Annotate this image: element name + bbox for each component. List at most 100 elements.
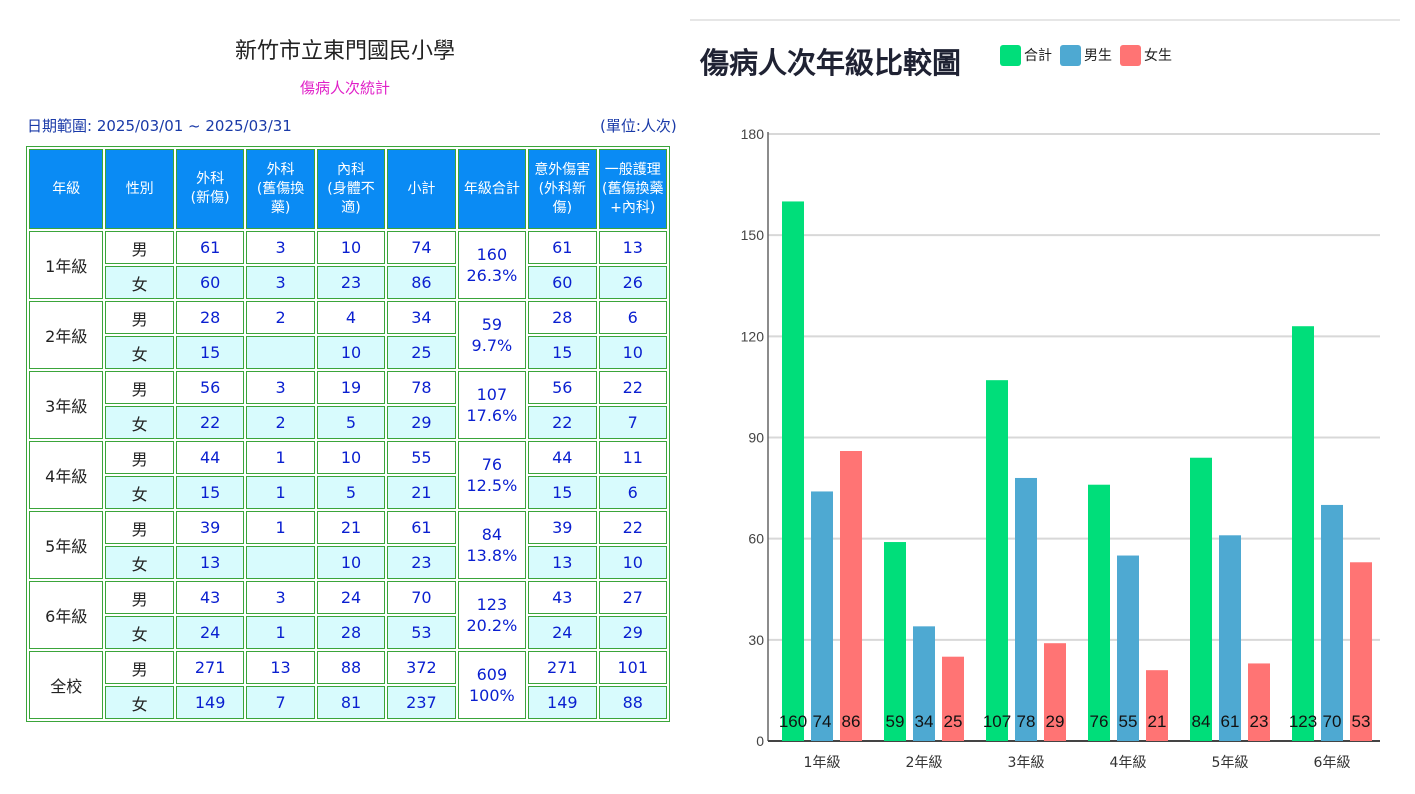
chart-legend: 合計 男生 女生 [1000, 44, 1180, 66]
count-cell [246, 546, 315, 579]
count-cell: 1 [246, 476, 315, 509]
count-cell: 237 [387, 686, 456, 719]
count-cell: 10 [316, 336, 386, 369]
header-cell: 小計 [387, 149, 456, 229]
count-cell: 55 [387, 441, 456, 474]
count-cell: 22 [175, 406, 245, 439]
x-tick-label: 5年級 [1212, 755, 1249, 771]
count-cell [246, 336, 315, 369]
bar [942, 656, 964, 741]
count-cell: 21 [316, 511, 386, 544]
bar [913, 626, 935, 741]
count-cell: 22 [598, 371, 667, 404]
grade-total-percent: 9.7% [471, 336, 513, 355]
count-cell: 56 [175, 371, 245, 404]
unit-label: (單位:人次) [600, 117, 677, 135]
count-cell: 24 [316, 581, 386, 614]
bar [1292, 326, 1314, 741]
count-cell: 6 [598, 476, 667, 509]
count-cell: 22 [598, 511, 667, 544]
grade-total-value: 107 [476, 385, 508, 404]
count-cell: 86 [387, 266, 456, 299]
sex-cell: 男 [105, 441, 174, 474]
sex-cell: 女 [105, 616, 174, 649]
grade-total-cell: 609 100% [457, 651, 527, 719]
grade-total-value: 59 [481, 315, 503, 334]
x-tick-label: 4年級 [1110, 755, 1147, 771]
count-cell: 28 [175, 301, 245, 334]
header-cell: 內科 (身體不適) [316, 149, 386, 229]
count-cell: 149 [528, 686, 597, 719]
count-cell: 1 [246, 616, 315, 649]
legend-item[interactable]: 女生 [1120, 44, 1172, 66]
count-cell: 1 [246, 511, 315, 544]
count-cell: 271 [528, 651, 597, 684]
header-cell: 意外傷害 (外科新傷) [528, 149, 597, 229]
data-label: 55 [1119, 712, 1138, 731]
count-cell: 13 [246, 651, 315, 684]
grade-total-percent: 100% [469, 686, 515, 705]
count-cell: 81 [316, 686, 386, 719]
table-row: 2年級男 28 2 4 34 59 9.7% 28 6 [29, 301, 667, 369]
count-cell: 5 [316, 406, 386, 439]
count-cell: 15 [175, 336, 245, 369]
count-cell: 25 [387, 336, 456, 369]
grade-total-percent: 13.8% [466, 546, 518, 565]
count-cell: 39 [175, 511, 245, 544]
y-tick-label: 90 [748, 430, 764, 446]
sex-cell: 男 [105, 301, 174, 334]
grade-total-cell: 59 9.7% [457, 301, 527, 369]
grade-cell: 6年級 [29, 581, 104, 649]
bar [811, 491, 833, 741]
sex-cell: 男 [105, 231, 174, 264]
bar [1146, 670, 1168, 741]
grade-total-value: 160 [476, 245, 508, 264]
header-cell: 年級合計 [457, 149, 527, 229]
grade-total-cell: 107 17.6% [457, 371, 527, 439]
legend-label: 男生 [1084, 48, 1112, 64]
count-cell: 44 [528, 441, 597, 474]
grade-total-value: 84 [481, 525, 503, 544]
grade-cell: 全校 [29, 651, 104, 719]
count-cell: 10 [598, 336, 667, 369]
header-cell: 外科 (舊傷換藥) [246, 149, 315, 229]
count-cell: 3 [246, 266, 315, 299]
report-subtitle: 傷病人次統計 [299, 79, 390, 97]
grade-cell: 5年級 [29, 511, 104, 579]
sex-cell: 女 [105, 266, 174, 299]
table-row: 女 15 10 25 15 10 [29, 336, 667, 369]
count-cell: 61 [387, 511, 456, 544]
count-cell: 53 [387, 616, 456, 649]
data-label: 21 [1148, 712, 1167, 731]
count-cell: 101 [598, 651, 667, 684]
legend-label: 女生 [1144, 48, 1172, 64]
table-row: 4年級男 44 1 10 55 76 12.5% 44 11 [29, 441, 667, 509]
table-row: 1年級男 61 3 10 74 160 26.3% 61 13 [29, 231, 667, 299]
data-label: 78 [1017, 712, 1036, 731]
bar [1190, 457, 1212, 741]
legend-item[interactable]: 合計 [1000, 44, 1052, 66]
data-label: 53 [1352, 712, 1371, 731]
y-tick-label: 180 [741, 126, 765, 142]
data-label: 84 [1192, 712, 1211, 731]
bar-chart: 0 30 60 90 120 150 180 160 74 86 1年級 59 34 25 2年級 107 78… [741, 126, 1380, 771]
count-cell: 10 [316, 441, 386, 474]
data-label: 123 [1289, 712, 1317, 731]
sex-cell: 女 [105, 546, 174, 579]
grade-cell: 2年級 [29, 301, 104, 369]
bar [1044, 643, 1066, 741]
x-tick-label: 2年級 [906, 755, 943, 771]
count-cell: 1 [246, 441, 315, 474]
count-cell: 4 [316, 301, 386, 334]
data-label: 107 [983, 712, 1011, 731]
grade-total-value: 609 [476, 665, 508, 684]
grade-total-percent: 17.6% [466, 406, 518, 425]
bar [1321, 504, 1343, 741]
data-label: 34 [915, 712, 934, 731]
legend-label: 合計 [1024, 48, 1052, 64]
sex-cell: 女 [105, 476, 174, 509]
legend-item[interactable]: 男生 [1060, 44, 1112, 66]
legend-swatch [1120, 44, 1141, 66]
legend-swatch [1000, 44, 1021, 66]
bar [1117, 555, 1139, 741]
